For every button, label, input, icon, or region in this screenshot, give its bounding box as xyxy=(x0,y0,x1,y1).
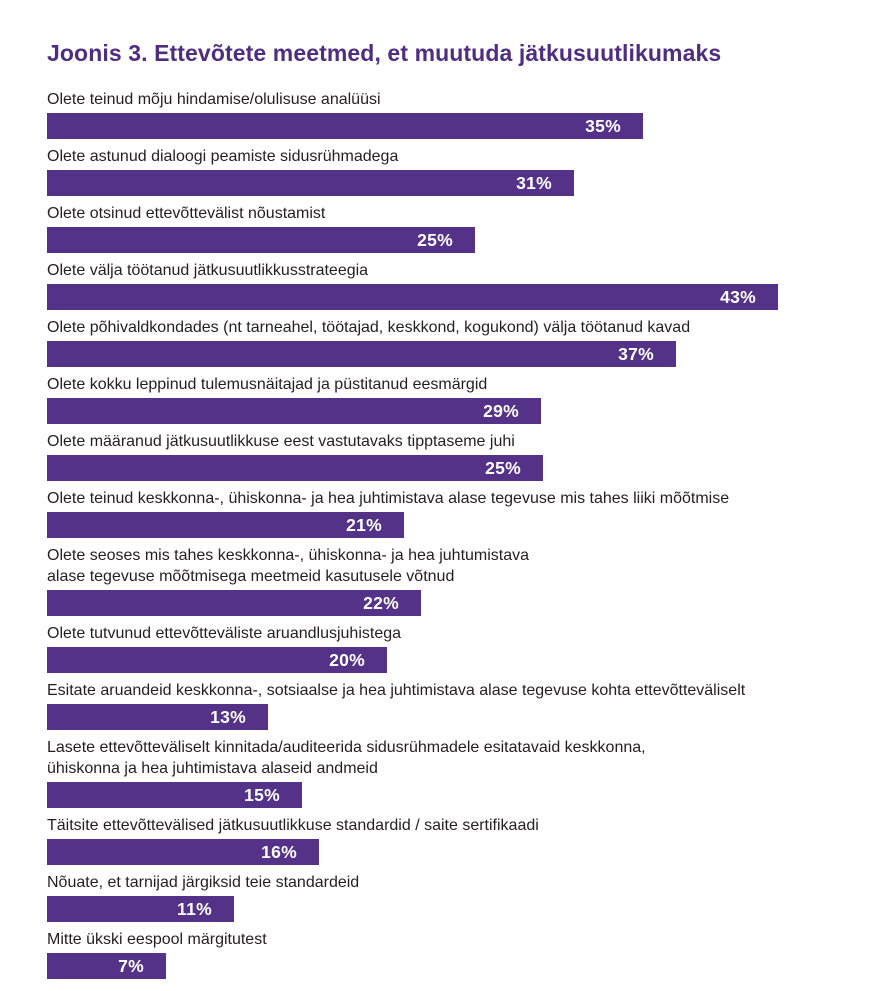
bar-row: Olete kokku leppinud tulemusnäitajad ja … xyxy=(47,374,843,424)
bar-value-label: 37% xyxy=(618,343,654,364)
bar-value-label: 25% xyxy=(485,457,521,478)
bar-label-line: Täitsite ettevõttevälised jätkusuutlikku… xyxy=(47,817,539,834)
bar-value-label: 15% xyxy=(244,784,280,805)
bar: 21% xyxy=(47,512,404,538)
bar-label: Olete kokku leppinud tulemusnäitajad ja … xyxy=(47,374,843,395)
bar-label-line: Olete põhivaldkondades (nt tarneahel, tö… xyxy=(47,319,691,336)
bar-value-label: 22% xyxy=(363,592,399,613)
bar-row: Olete seoses mis tahes keskkonna-, ühisk… xyxy=(47,545,843,616)
bar: 35% xyxy=(47,113,643,139)
bar-value-label: 31% xyxy=(516,172,552,193)
bar-label: Olete astunud dialoogi peamiste sidusrüh… xyxy=(47,146,843,167)
bar: 25% xyxy=(47,227,475,253)
bar-row: Nõuate, et tarnijad järgiksid teie stand… xyxy=(47,872,843,922)
bar-label: Esitate aruandeid keskkonna-, sotsiaalse… xyxy=(47,680,843,701)
bar-label-line: Olete astunud dialoogi peamiste sidusrüh… xyxy=(47,148,399,165)
bar-label-line: Mitte ükski eespool märgitutest xyxy=(47,931,267,948)
bar-label-line: Lasete ettevõtteväliselt kinnitada/audit… xyxy=(47,739,646,756)
bar-value-label: 21% xyxy=(346,514,382,535)
bar-row: Olete otsinud ettevõttevälist nõustamist… xyxy=(47,203,843,253)
bar-row: Lasete ettevõtteväliselt kinnitada/audit… xyxy=(47,737,843,808)
bar: 7% xyxy=(47,953,166,979)
bar-label: Olete teinud mõju hindamise/olulisuse an… xyxy=(47,89,843,110)
bar-row: Olete teinud mõju hindamise/olulisuse an… xyxy=(47,89,843,139)
bar-label-line: Esitate aruandeid keskkonna-, sotsiaalse… xyxy=(47,682,746,699)
bar: 16% xyxy=(47,839,319,865)
bar-row: Olete teinud keskkonna-, ühiskonna- ja h… xyxy=(47,488,843,538)
bar-value-label: 11% xyxy=(177,898,212,919)
bar-label: Olete välja töötanud jätkusuutlikkusstra… xyxy=(47,260,843,281)
bar-row: Olete määranud jätkusuutlikkuse eest vas… xyxy=(47,431,843,481)
bar-label: Nõuate, et tarnijad järgiksid teie stand… xyxy=(47,872,843,893)
bar: 37% xyxy=(47,341,676,367)
bar-value-label: 25% xyxy=(417,229,453,250)
bar: 25% xyxy=(47,455,543,481)
bar: 11% xyxy=(47,896,234,922)
bar-label-line: Olete välja töötanud jätkusuutlikkusstra… xyxy=(47,262,369,279)
bar-rows: Olete teinud mõju hindamise/olulisuse an… xyxy=(47,89,843,979)
bar-label-line: alase tegevuse mõõtmisega meetmeid kasut… xyxy=(47,568,455,585)
bar-label: Olete põhivaldkondades (nt tarneahel, tö… xyxy=(47,317,843,338)
bar: 29% xyxy=(47,398,541,424)
bar-value-label: 7% xyxy=(118,955,144,976)
bar: 22% xyxy=(47,590,421,616)
bar-row: Esitate aruandeid keskkonna-, sotsiaalse… xyxy=(47,680,843,730)
bar-label-line: Olete teinud mõju hindamise/olulisuse an… xyxy=(47,91,381,108)
bar-label-line: ühiskonna ja hea juhtimistava alaseid an… xyxy=(47,760,378,777)
bar: 43% xyxy=(47,284,778,310)
bar-label-line: Olete kokku leppinud tulemusnäitajad ja … xyxy=(47,376,488,393)
bar-row: Olete põhivaldkondades (nt tarneahel, tö… xyxy=(47,317,843,367)
bar-row: Olete tutvunud ettevõtteväliste aruandlu… xyxy=(47,623,843,673)
bar-value-label: 13% xyxy=(210,706,246,727)
bar-label: Olete otsinud ettevõttevälist nõustamist xyxy=(47,203,843,224)
bar-label: Olete teinud keskkonna-, ühiskonna- ja h… xyxy=(47,488,843,509)
bar-row: Olete välja töötanud jätkusuutlikkusstra… xyxy=(47,260,843,310)
chart-title: Joonis 3. Ettevõtete meetmed, et muutuda… xyxy=(47,40,722,66)
bar-label-line: Nõuate, et tarnijad järgiksid teie stand… xyxy=(47,874,360,891)
bar: 20% xyxy=(47,647,387,673)
bar-value-label: 20% xyxy=(329,649,365,670)
bar-label: Lasete ettevõtteväliselt kinnitada/audit… xyxy=(47,737,843,779)
bar-label: Olete seoses mis tahes keskkonna-, ühisk… xyxy=(47,545,843,587)
bar-label-line: Olete otsinud ettevõttevälist nõustamist xyxy=(47,205,326,222)
bar: 13% xyxy=(47,704,268,730)
bar-value-label: 35% xyxy=(585,115,621,136)
bar-row: Olete astunud dialoogi peamiste sidusrüh… xyxy=(47,146,843,196)
bar-label-line: Olete tutvunud ettevõtteväliste aruandlu… xyxy=(47,625,402,642)
bar-value-label: 29% xyxy=(483,400,519,421)
bar-label-line: Olete seoses mis tahes keskkonna-, ühisk… xyxy=(47,547,530,564)
bar-label: Täitsite ettevõttevälised jätkusuutlikku… xyxy=(47,815,843,836)
bar-label: Olete tutvunud ettevõtteväliste aruandlu… xyxy=(47,623,843,644)
bar: 31% xyxy=(47,170,574,196)
bar-row: Täitsite ettevõttevälised jätkusuutlikku… xyxy=(47,815,843,865)
bar-label-line: Olete määranud jätkusuutlikkuse eest vas… xyxy=(47,433,515,450)
bar-label: Olete määranud jätkusuutlikkuse eest vas… xyxy=(47,431,843,452)
bar-label-line: Olete teinud keskkonna-, ühiskonna- ja h… xyxy=(47,490,730,507)
bar-value-label: 43% xyxy=(720,286,756,307)
bar-row: Mitte ükski eespool märgitutest 7% xyxy=(47,929,843,979)
bar-value-label: 16% xyxy=(261,841,297,862)
bar-label: Mitte ükski eespool märgitutest xyxy=(47,929,843,950)
bar: 15% xyxy=(47,782,302,808)
